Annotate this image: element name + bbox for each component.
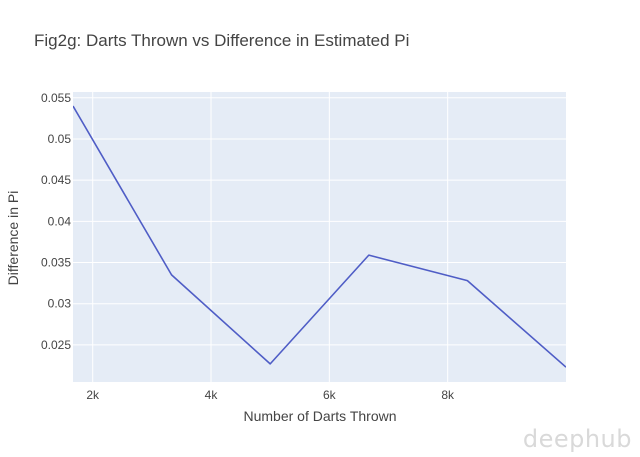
y-tick-label: 0.04 <box>48 214 72 228</box>
watermark: deephub <box>522 425 632 453</box>
chart-title: Fig2g: Darts Thrown vs Difference in Est… <box>34 31 409 50</box>
y-axis-title: Difference in Pi <box>5 191 21 286</box>
x-tick-label: 2k <box>86 388 100 402</box>
plot-area <box>73 92 566 382</box>
y-tick-label: 0.05 <box>48 132 72 146</box>
y-tick-label: 0.045 <box>41 173 71 187</box>
x-axis-ticks: 2k 4k 6k 8k <box>86 388 455 402</box>
y-tick-label: 0.035 <box>41 256 71 270</box>
x-tick-label: 4k <box>205 388 219 402</box>
y-tick-label: 0.055 <box>41 91 71 105</box>
y-tick-label: 0.03 <box>48 297 72 311</box>
x-axis-title: Number of Darts Thrown <box>243 408 396 424</box>
series-group <box>73 105 566 368</box>
x-tick-label: 6k <box>323 388 337 402</box>
y-tick-label: 0.025 <box>41 338 71 352</box>
x-tick-label: 8k <box>441 388 455 402</box>
series-line <box>73 105 566 368</box>
gridlines <box>73 92 566 382</box>
y-axis-ticks: 0.025 0.03 0.035 0.04 0.045 0.05 0.055 <box>41 91 71 352</box>
